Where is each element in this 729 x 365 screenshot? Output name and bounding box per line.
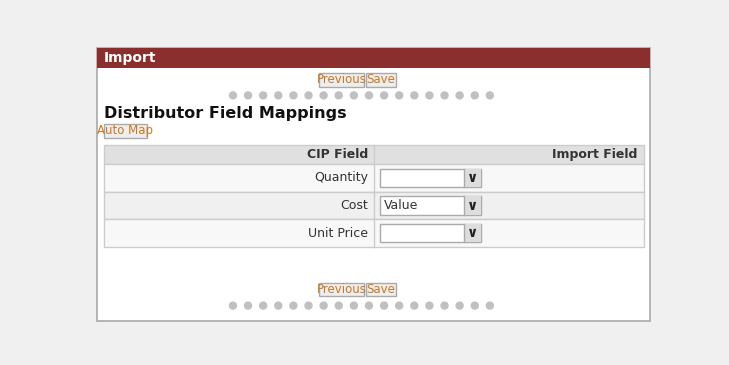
- Circle shape: [441, 302, 448, 309]
- FancyBboxPatch shape: [381, 169, 481, 187]
- Circle shape: [320, 302, 327, 309]
- Text: Import Field: Import Field: [552, 148, 637, 161]
- Circle shape: [381, 302, 388, 309]
- Circle shape: [471, 302, 478, 309]
- Circle shape: [290, 92, 297, 99]
- FancyBboxPatch shape: [381, 196, 481, 215]
- Circle shape: [411, 302, 418, 309]
- Circle shape: [396, 92, 402, 99]
- Text: Unit Price: Unit Price: [308, 227, 368, 240]
- Text: Previous: Previous: [316, 283, 367, 296]
- FancyBboxPatch shape: [319, 73, 364, 87]
- Circle shape: [426, 92, 433, 99]
- Circle shape: [351, 302, 357, 309]
- Text: Distributor Field Mappings: Distributor Field Mappings: [104, 105, 346, 120]
- Circle shape: [381, 92, 388, 99]
- Circle shape: [426, 302, 433, 309]
- Circle shape: [260, 302, 267, 309]
- Text: CIP Field: CIP Field: [307, 148, 368, 161]
- Text: ∨: ∨: [467, 171, 478, 185]
- FancyBboxPatch shape: [98, 48, 650, 321]
- Circle shape: [456, 302, 463, 309]
- Circle shape: [396, 302, 402, 309]
- FancyBboxPatch shape: [381, 224, 481, 242]
- Circle shape: [456, 92, 463, 99]
- Circle shape: [335, 302, 342, 309]
- FancyBboxPatch shape: [464, 169, 481, 187]
- FancyBboxPatch shape: [104, 164, 644, 192]
- Circle shape: [305, 92, 312, 99]
- Circle shape: [260, 92, 267, 99]
- Circle shape: [411, 92, 418, 99]
- Text: Import: Import: [104, 51, 156, 65]
- Circle shape: [486, 92, 494, 99]
- Text: Cost: Cost: [340, 199, 368, 212]
- Circle shape: [365, 92, 373, 99]
- Circle shape: [290, 302, 297, 309]
- Circle shape: [244, 92, 252, 99]
- FancyBboxPatch shape: [104, 219, 644, 247]
- Circle shape: [351, 92, 357, 99]
- Circle shape: [335, 92, 342, 99]
- FancyBboxPatch shape: [464, 196, 481, 215]
- Text: ∨: ∨: [467, 199, 478, 212]
- Circle shape: [230, 302, 236, 309]
- FancyBboxPatch shape: [104, 192, 644, 219]
- Text: ∨: ∨: [467, 226, 478, 240]
- Circle shape: [305, 302, 312, 309]
- FancyBboxPatch shape: [104, 145, 644, 164]
- Circle shape: [244, 302, 252, 309]
- FancyBboxPatch shape: [366, 283, 396, 296]
- Circle shape: [441, 92, 448, 99]
- Circle shape: [275, 302, 282, 309]
- FancyBboxPatch shape: [104, 124, 147, 138]
- FancyBboxPatch shape: [319, 283, 364, 296]
- Circle shape: [275, 92, 282, 99]
- Circle shape: [230, 92, 236, 99]
- Text: Previous: Previous: [316, 73, 367, 87]
- Circle shape: [486, 302, 494, 309]
- Circle shape: [471, 92, 478, 99]
- FancyBboxPatch shape: [98, 48, 650, 68]
- Text: Auto Map: Auto Map: [97, 124, 153, 137]
- FancyBboxPatch shape: [464, 224, 481, 242]
- Circle shape: [365, 302, 373, 309]
- FancyBboxPatch shape: [366, 73, 396, 87]
- Circle shape: [320, 92, 327, 99]
- Text: Save: Save: [367, 73, 395, 87]
- Text: Quantity: Quantity: [313, 171, 368, 184]
- Text: Save: Save: [367, 283, 395, 296]
- Text: Value: Value: [384, 199, 418, 212]
